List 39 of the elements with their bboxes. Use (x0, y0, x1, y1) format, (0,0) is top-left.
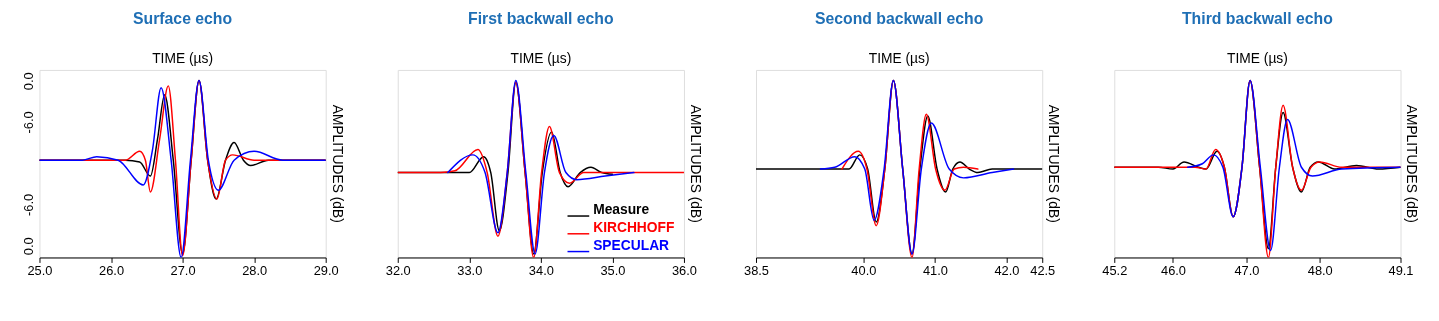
x-tick-label: 48.0 (1307, 262, 1333, 278)
chart-title: Surface echo (133, 9, 233, 27)
chart-title: Second backwall echo (814, 9, 984, 27)
x-tick-label: 29.0 (313, 262, 339, 278)
y-axis-title: AMPLITUDES (dB) (329, 104, 346, 223)
text: 0.0 (20, 237, 36, 256)
x-tick-label: 33.0 (457, 262, 483, 278)
chart-title: Third backwall echo (1181, 9, 1334, 27)
x-tick-label: 28.0 (242, 262, 268, 278)
x-tick-label: 47.0 (1234, 262, 1260, 278)
x-tick-label: 26.0 (99, 262, 125, 278)
x-axis-title: TIME (µs) (1226, 50, 1288, 67)
text: 0.0 (20, 72, 36, 91)
x-tick-label: 32.0 (385, 262, 411, 278)
x-tick-label: 42.5 (1030, 262, 1056, 278)
x-tick-label: 41.0 (922, 262, 948, 278)
x-axis-title: TIME (µs) (152, 50, 213, 67)
x-tick-label: 46.0 (1161, 262, 1186, 278)
x-tick-label: 40.0 (851, 262, 877, 278)
x-axis-title: TIME (µs) (868, 50, 930, 67)
x-axis-title: TIME (µs) (510, 50, 572, 67)
x-tick-label: 25.0 (27, 262, 53, 278)
y-axis-title: AMPLITUDES (dB) (687, 104, 704, 223)
legend-label: Measure (593, 201, 650, 218)
legend-label: KIRCHHOFF (593, 218, 675, 235)
x-tick-label: 49.1 (1388, 262, 1414, 278)
x-tick-label: 36.0 (671, 262, 697, 278)
x-tick-label: 35.0 (600, 262, 626, 278)
y-axis-title: AMPLITUDES (dB) (1046, 104, 1063, 223)
x-tick-label: 34.0 (528, 262, 554, 278)
legend-label: SPECULAR (593, 236, 670, 253)
x-tick-label: 42.0 (994, 262, 1020, 278)
x-tick-label: 38.5 (744, 262, 769, 278)
x-tick-label: 27.0 (170, 262, 196, 278)
text: -6.0 (20, 111, 36, 134)
text: -6.0 (20, 193, 36, 217)
x-tick-label: 45.2 (1102, 262, 1128, 278)
chart-title: First backwall echo (468, 9, 615, 27)
y-axis-title: AMPLITUDES (dB) (1404, 104, 1421, 223)
